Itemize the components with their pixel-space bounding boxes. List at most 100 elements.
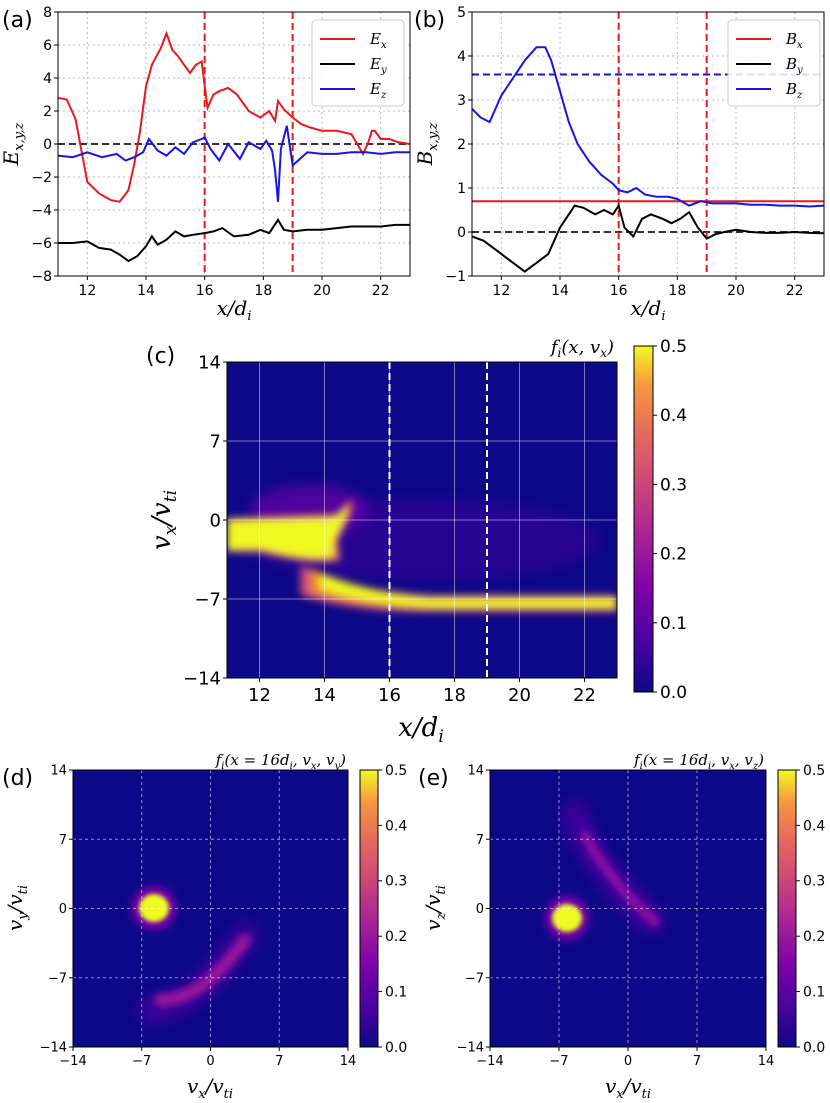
panel-c-xlabel-sub: i: [438, 727, 443, 747]
ytick-label: 0: [457, 225, 466, 241]
ytick-label: 4: [43, 71, 52, 87]
colorbar-tick-label: 0.3: [803, 874, 825, 890]
colorbar-tick-label: 0.2: [803, 929, 825, 945]
panel-e-ticks: −14 −7 0 7 14 14 7 0 −7 −14: [457, 764, 775, 1069]
xtick-label: 18: [443, 685, 466, 706]
panel-d-title-args3: , v: [316, 751, 335, 769]
xtick-label: 14: [340, 1054, 357, 1069]
ytick-label: −4: [31, 203, 52, 219]
xtick-label: 12: [248, 685, 271, 706]
panel-d-ylabel-slash: /v: [3, 894, 27, 915]
panel-label-d: (d): [2, 766, 33, 791]
xtick-label: 20: [508, 685, 531, 706]
xtick-label: −7: [132, 1054, 151, 1069]
xtick-label: 14: [758, 1054, 775, 1069]
panel-b-legend: Bx By Bz: [727, 19, 821, 107]
panel-d-xlabel-sub2: ti: [224, 1087, 233, 1102]
panel-d-title-sub: i: [221, 761, 224, 772]
ytick-label: 2: [43, 104, 52, 120]
panel-d-xlabel: vx/vti: [187, 1074, 233, 1102]
colorbar-tick-label: 0.0: [803, 1040, 825, 1056]
xtick-label: 0: [206, 1054, 214, 1069]
ytick-label: 3: [457, 93, 466, 109]
xtick-label: −7: [549, 1054, 568, 1069]
ytick-label: −8: [31, 269, 52, 285]
panel-a-ylabel: Ex,y,z: [0, 123, 27, 167]
panel-d-title-close: ): [339, 751, 346, 769]
ytick-label: 7: [476, 833, 484, 848]
panel-d-xlabel-slash: /v: [204, 1074, 225, 1098]
colorbar-tick-label: 0.4: [385, 818, 407, 834]
panel-d-title-sub4: y: [333, 761, 340, 772]
panel-label-a: (a): [2, 8, 33, 33]
panel-e-colorbar: [777, 769, 797, 1048]
panel-e-ylabel: vz/vti: [421, 885, 449, 931]
xtick-label: 12: [492, 283, 510, 299]
ytick-label: 6: [43, 38, 52, 54]
panel-d-xlabel-sub: x: [198, 1087, 206, 1102]
colorbar-tick-label: 0.5: [803, 763, 825, 779]
panel-e-xlabel-sub: x: [616, 1087, 624, 1102]
panel-d-ylabel: vy/vti: [3, 885, 31, 931]
panel-a-legend-box: [311, 19, 405, 107]
ytick-label: 2: [457, 137, 466, 153]
panel-c-cbt-args: (x, v: [561, 337, 600, 358]
panel-c-ylabel-slash: /v: [147, 502, 177, 529]
panel-label-e: (e): [418, 766, 449, 791]
colorbar-tick-label: 0.4: [660, 406, 687, 426]
panel-d-title-sub2: i: [290, 761, 293, 772]
ytick-label: −6: [31, 236, 52, 252]
ytick-label: −7: [465, 971, 484, 986]
series-B-y-line: [472, 203, 824, 273]
panel-label-b: (b): [414, 8, 445, 33]
panel-a-ylabel-sub: x,y,z: [12, 123, 27, 151]
panel-c-ylabel-sub: x: [161, 525, 181, 535]
panel-d-ylabel-sub: y: [16, 912, 31, 921]
panel-e-arc: [580, 830, 660, 927]
xtick-label: 16: [378, 685, 401, 706]
ytick-label: −14: [183, 668, 221, 689]
panel-e-title-close: ): [757, 751, 764, 769]
colorbar-tick-label: 0.4: [803, 818, 825, 834]
colorbar-tick-label: 0.5: [385, 763, 407, 779]
panel-a-xlabel: x/di: [217, 296, 252, 324]
colorbar-tick-label: 0.1: [385, 985, 407, 1001]
panel-c-distribution: 12 14 16 18 20 22 14 7 0 −7 −14 x/di vx/vti fi(x, …: [147, 337, 687, 747]
panel-c-colorbar-ticks: 0.5 0.4 0.3 0.2 0.1 0.0: [653, 337, 687, 703]
panel-d-arc: [154, 934, 251, 1006]
panel-e-ylabel-slash: /v: [421, 894, 445, 915]
xtick-label: 18: [254, 283, 272, 299]
panel-e-title-sub4: z: [752, 761, 759, 772]
ytick-label: 7: [59, 833, 67, 848]
panel-a-xlabel-sub: i: [247, 309, 251, 324]
panel-b-ylabel: Bx,y,z: [413, 122, 441, 166]
series-E-x-line: [58, 30, 410, 203]
ytick-label: 0: [59, 902, 67, 917]
panel-d-title-sub3: x: [311, 761, 317, 772]
panel-e-xlabel-slash: /v: [622, 1074, 643, 1098]
ytick-label: 0: [210, 510, 221, 531]
ytick-label: −14: [457, 1041, 484, 1056]
ytick-label: 14: [198, 352, 221, 373]
ytick-label: 7: [210, 431, 221, 452]
series-B-z-line: [472, 46, 824, 208]
panel-d-colorbar: [359, 769, 379, 1048]
ytick-label: 0: [476, 902, 484, 917]
panel-label-c: (c): [146, 344, 175, 369]
colorbar-tick-label: 0.0: [385, 1040, 407, 1056]
panel-c-beam: [300, 565, 617, 612]
ytick-label: 14: [50, 764, 67, 779]
panel-c-cbt-close: ): [606, 337, 614, 358]
colorbar-tick-label: 0.2: [660, 545, 687, 565]
panel-e-title-sub2: i: [708, 761, 711, 772]
panel-c-core: [227, 500, 353, 563]
xtick-label: 22: [573, 685, 596, 706]
panel-c-colorbar: [633, 345, 654, 693]
xtick-label: 7: [275, 1054, 283, 1069]
panel-e-title-sub: i: [640, 761, 643, 772]
panel-e-ylabel-sub: z: [434, 912, 449, 920]
panel-d-ylabel-sub2: ti: [16, 885, 31, 894]
xtick-label: 18: [668, 283, 686, 299]
ytick-label: −7: [194, 589, 221, 610]
legend-sub-B-z: z: [796, 90, 803, 101]
